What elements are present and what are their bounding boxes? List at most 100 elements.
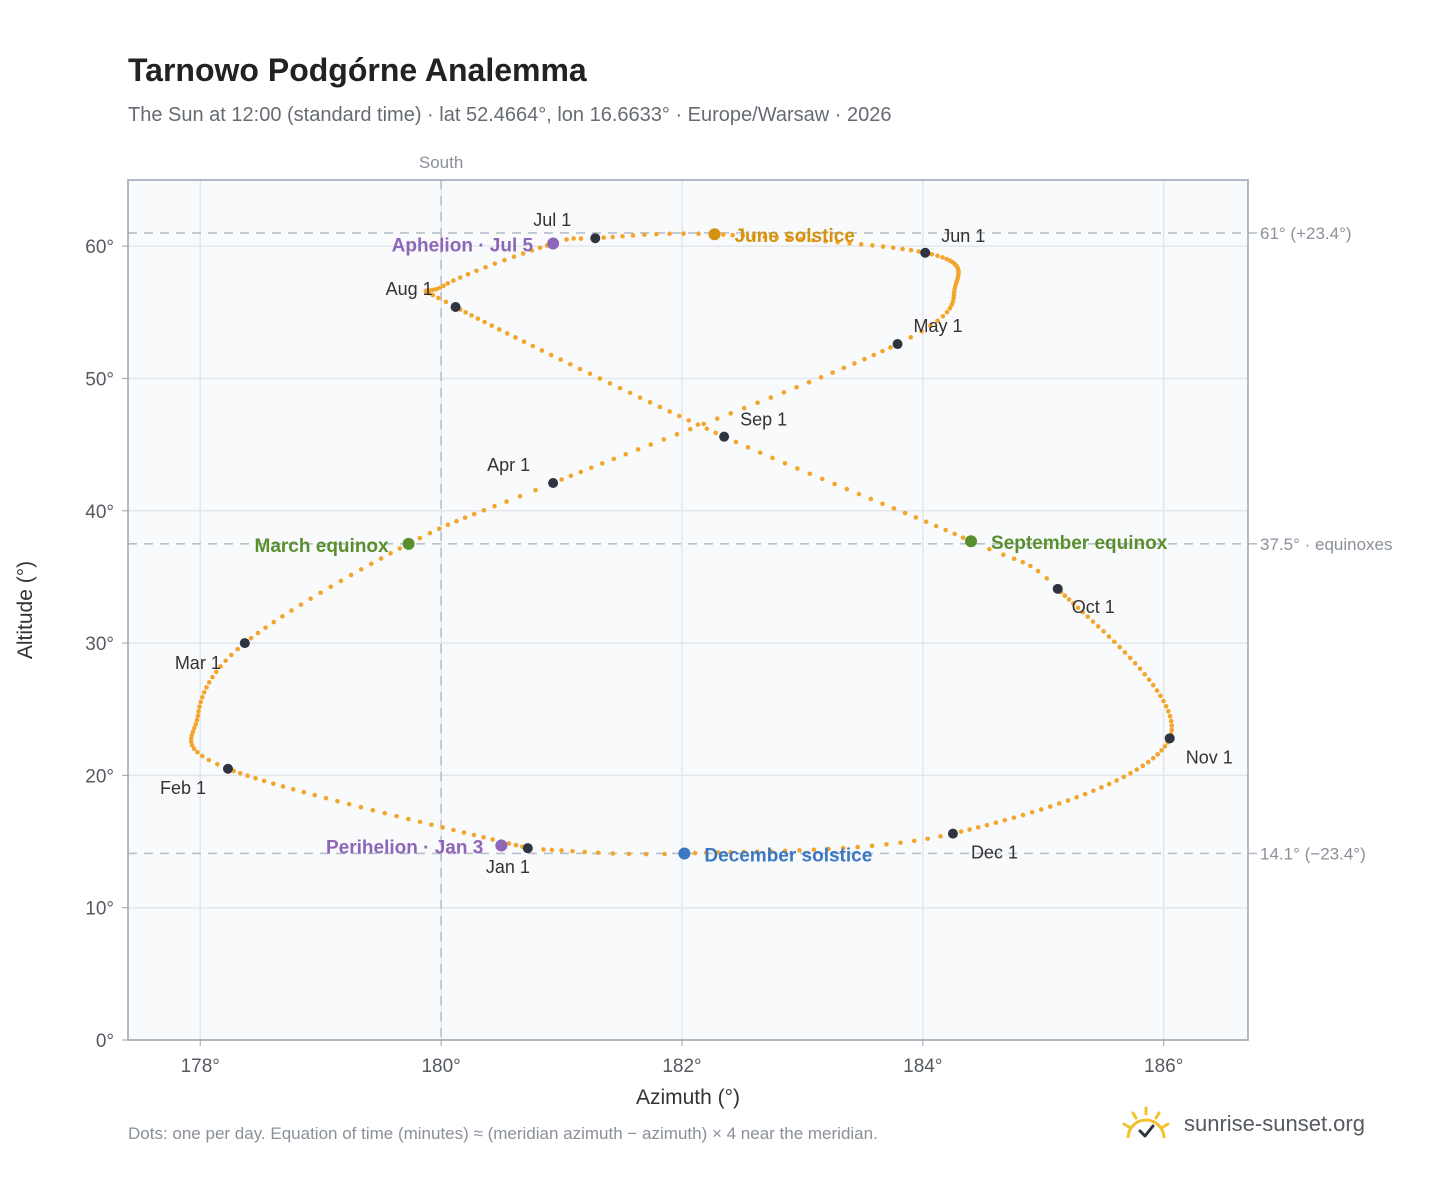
- day-dot: [271, 781, 276, 786]
- event-label: March equinox: [255, 536, 390, 557]
- event-label: June solstice: [734, 226, 854, 247]
- day-dot: [830, 370, 835, 375]
- day-dot: [388, 551, 393, 556]
- month-marker: [892, 339, 903, 350]
- day-dot: [900, 246, 905, 252]
- day-dot: [335, 798, 340, 804]
- day-dot: [902, 510, 908, 516]
- day-dot: [548, 352, 554, 358]
- event-label: December solstice: [704, 845, 872, 866]
- day-dot: [578, 469, 584, 475]
- event-label: Aphelion · Jul 5: [392, 236, 534, 257]
- month-marker-label: Sep 1: [740, 410, 787, 430]
- day-dot: [745, 445, 751, 450]
- day-dot: [513, 335, 518, 340]
- day-dot: [223, 658, 228, 664]
- day-dot: [328, 584, 334, 590]
- day-dot: [733, 439, 739, 445]
- day-dot: [908, 335, 914, 340]
- day-dot: [188, 736, 194, 741]
- day-dot: [984, 822, 990, 828]
- day-dot: [1099, 785, 1104, 790]
- day-dot: [571, 236, 576, 241]
- day-dot: [1137, 666, 1143, 672]
- event-label: Perihelion · Jan 3: [326, 838, 483, 859]
- day-dot: [237, 770, 243, 776]
- brand[interactable]: sunrise-sunset.org: [1120, 1102, 1365, 1146]
- day-dot: [1142, 671, 1148, 677]
- month-marker-label: Jul 1: [533, 210, 571, 230]
- day-dot: [871, 352, 877, 358]
- day-dot: [511, 254, 517, 260]
- chart-title: Tarnowo Podgórne Analemma: [128, 52, 587, 88]
- day-dot: [862, 356, 867, 362]
- day-dot: [496, 327, 502, 332]
- month-marker: [222, 763, 233, 774]
- day-dot: [436, 295, 441, 301]
- day-dot: [884, 842, 889, 847]
- day-dot: [797, 848, 802, 853]
- event-marker: [547, 237, 560, 250]
- event-markers: Perihelion · Jan 3 March equinox June sols…: [255, 226, 1168, 866]
- day-dot: [1146, 677, 1152, 683]
- day-dot: [1132, 661, 1138, 666]
- day-dot: [1056, 801, 1062, 806]
- x-tick-label: 186°: [1144, 1056, 1183, 1077]
- day-dot: [610, 234, 616, 240]
- day-dot: [582, 849, 587, 855]
- day-dot: [206, 757, 212, 763]
- event-marker: [965, 535, 978, 548]
- day-dot: [443, 299, 449, 305]
- day-dot: [1066, 597, 1072, 602]
- day-dot: [952, 531, 957, 537]
- day-dot: [445, 281, 451, 286]
- day-dot: [730, 232, 735, 238]
- day-dot: [263, 625, 268, 630]
- day-dot: [754, 849, 760, 854]
- day-dot: [728, 849, 734, 855]
- day-dot: [695, 422, 701, 427]
- day-dot: [215, 761, 220, 767]
- day-dot: [191, 746, 197, 752]
- day-dot: [370, 807, 376, 813]
- day-dot: [539, 348, 545, 353]
- day-dot: [1112, 639, 1117, 645]
- day-dot: [798, 237, 804, 242]
- day-dot: [648, 442, 654, 447]
- day-dot: [1150, 682, 1156, 688]
- day-dot: [1134, 767, 1140, 772]
- month-markers: Jan 1 Feb 1 Mar 1 Apr 1 May 1 Jun 1 Jul 1 Aug 1…: [160, 210, 1233, 877]
- y-tick-label: 0°: [96, 1031, 114, 1052]
- day-dot: [188, 739, 194, 745]
- day-dot: [289, 608, 294, 613]
- day-dot: [567, 361, 573, 367]
- day-dot: [654, 231, 659, 237]
- plot-frame: [127, 179, 1249, 1041]
- day-dot: [715, 850, 721, 855]
- day-dot: [1167, 713, 1173, 719]
- day-dot: [832, 481, 837, 487]
- day-dot: [823, 238, 828, 244]
- day-dot: [1106, 781, 1112, 787]
- day-dot: [1038, 807, 1044, 812]
- day-dot: [888, 345, 893, 350]
- day-dot: [451, 278, 456, 283]
- day-dot: [427, 530, 433, 536]
- day-dot: [441, 283, 446, 289]
- y-tick-label: 50°: [85, 369, 114, 390]
- day-dot: [564, 237, 569, 242]
- day-dot: [642, 232, 647, 238]
- day-dot: [1163, 703, 1169, 709]
- day-dot: [346, 801, 352, 807]
- brand-name[interactable]: sunrise-sunset.org: [1184, 1111, 1365, 1136]
- day-dot: [1020, 812, 1026, 818]
- day-dot: [943, 527, 948, 533]
- day-dot: [197, 704, 202, 710]
- day-dot: [397, 546, 403, 551]
- day-dot: [437, 285, 443, 291]
- day-dot: [807, 471, 813, 477]
- event-label: September equinox: [991, 533, 1168, 554]
- y-tick-label: 10°: [85, 899, 114, 920]
- day-dot: [938, 834, 943, 839]
- day-dot: [782, 460, 788, 466]
